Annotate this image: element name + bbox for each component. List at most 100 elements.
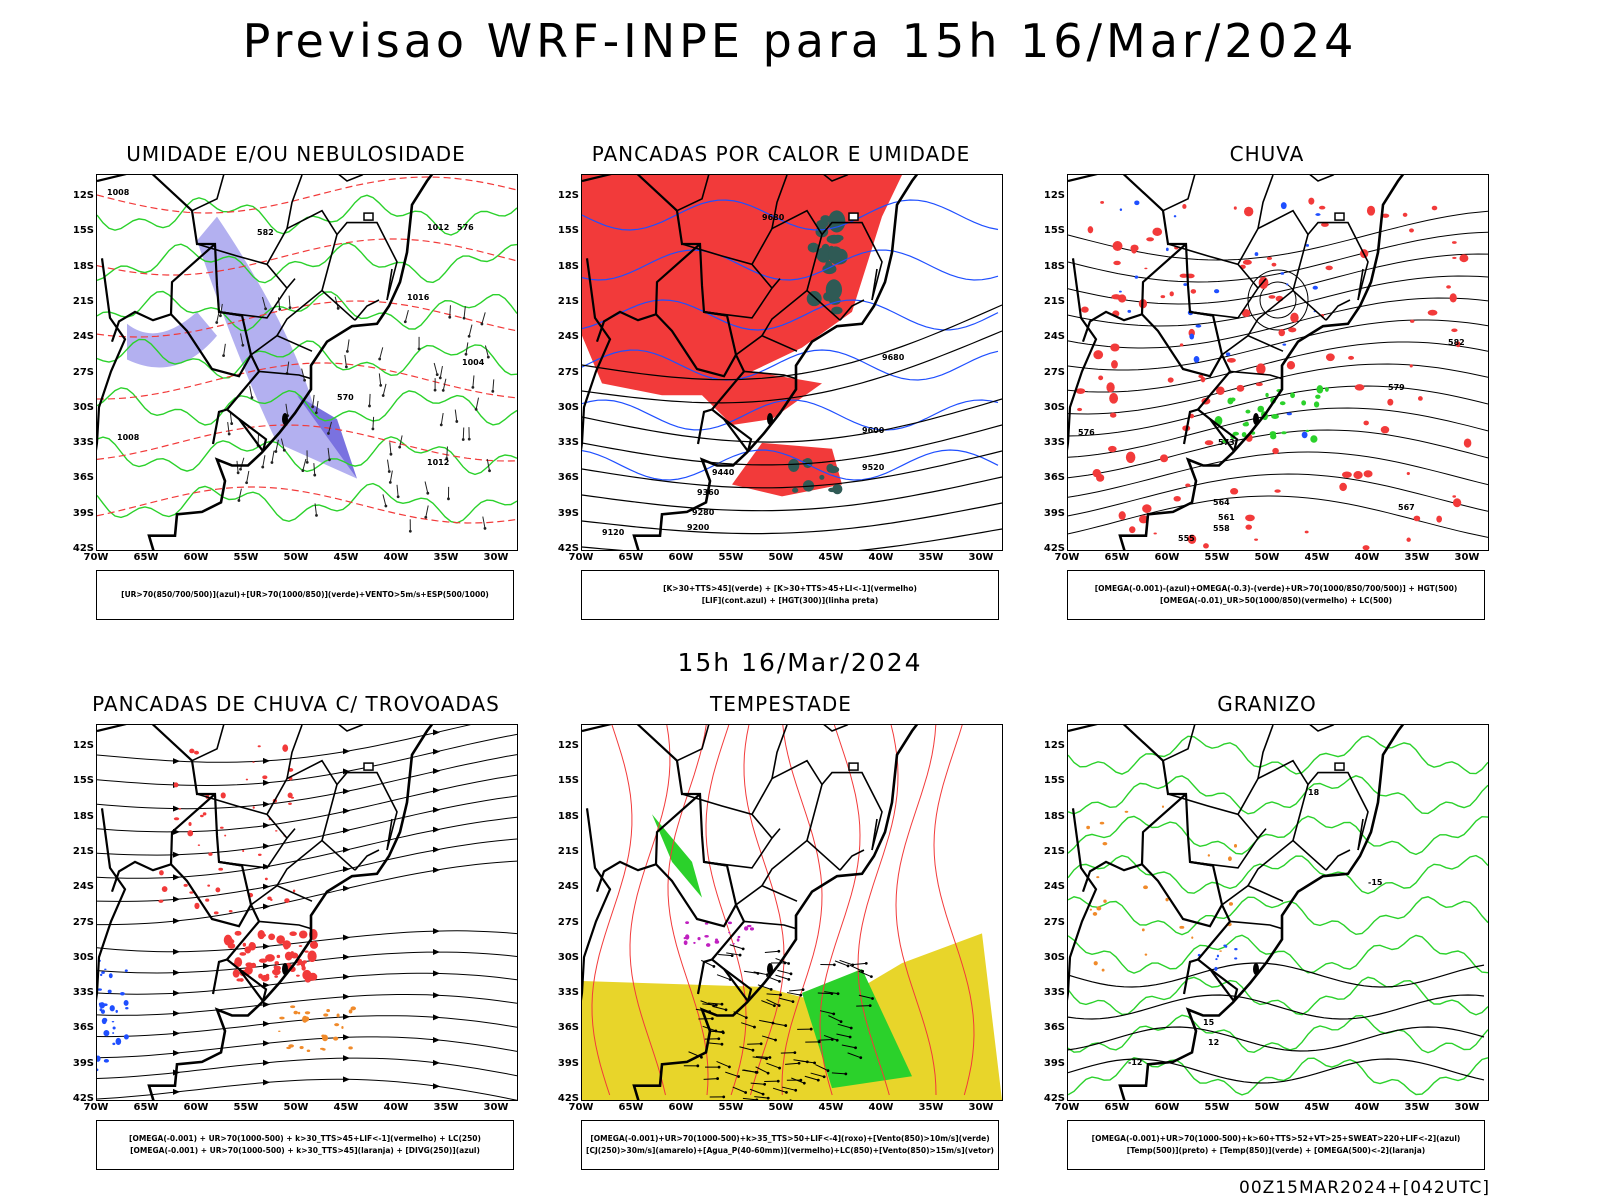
flow-arrow	[263, 1079, 270, 1086]
lat-tick-label: 42S	[557, 543, 579, 554]
lon-tick-label: 65W	[1104, 552, 1130, 563]
lat-tick-label: 24S	[557, 881, 579, 893]
humidity-lowlevel-contour	[97, 242, 517, 284]
severe-storm-area	[683, 921, 755, 947]
lon-tick-label: 60W	[668, 1102, 694, 1113]
country-border	[655, 863, 737, 928]
flow-arrow	[263, 943, 270, 950]
state-border	[1257, 725, 1274, 779]
geopotential-contour	[582, 528, 1002, 550]
streamline	[97, 816, 517, 879]
contour-label: 15	[1203, 1018, 1215, 1027]
streamline	[97, 994, 517, 1016]
streamline	[97, 1057, 517, 1079]
lon-tick-label: 30W	[1454, 552, 1480, 563]
lat-tick-label: 27S	[72, 916, 94, 928]
map-boundaries	[582, 175, 919, 550]
state-border	[218, 278, 296, 319]
lat-tick-label: 30S	[72, 401, 94, 413]
flow-arrow	[433, 1036, 440, 1043]
contour-label: 576	[457, 223, 474, 232]
country-border	[595, 243, 701, 343]
map-boundaries	[97, 725, 434, 1100]
lifted-index-contour	[582, 349, 999, 381]
panel-title: CHUVA	[1229, 142, 1305, 166]
map-area: 1008 1012 1016 1004 1008 1012 576 570 582	[96, 174, 518, 551]
reservoir	[363, 762, 374, 771]
state-border	[191, 175, 225, 212]
lon-tick-label: 35W	[918, 1102, 944, 1113]
flow-arrow	[343, 993, 350, 1000]
legend-line: [OMEGA(-0.01)_UR>50(1000/850)(vermelho) …	[1159, 596, 1393, 605]
state-border	[1307, 221, 1369, 301]
lat-tick-label: 21S	[557, 845, 579, 857]
flow-arrow	[433, 1083, 440, 1090]
lat-tick-label: 33S	[1043, 987, 1065, 999]
flow-arrow	[343, 866, 350, 873]
lat-tick-label: 18S	[557, 810, 579, 822]
lon-tick-label: 45W	[1304, 552, 1330, 563]
panel-chuva: CHUVA 12S 15S 18S 21S 24S 27S 30S 33S 36S 39S 42S 70…	[1017, 142, 1517, 620]
lagoon	[282, 963, 288, 976]
state-border	[743, 920, 797, 930]
state-border	[266, 759, 338, 841]
panel-title: TEMPESTADE	[710, 692, 852, 716]
lat-tick-label: 18S	[72, 260, 94, 272]
flow-arrow	[263, 1040, 270, 1047]
precipitable-water-contour	[743, 725, 785, 1096]
precipitable-water-contour	[857, 725, 899, 1096]
lat-tick-label: 39S	[557, 507, 579, 519]
panel-title: UMIDADE E/OU NEBULOSIDADE	[126, 142, 466, 166]
geopotential-contour	[582, 476, 1002, 512]
flow-arrow	[433, 970, 440, 977]
coastline	[1118, 175, 1405, 550]
state-border	[761, 289, 841, 337]
state-border	[1221, 334, 1284, 356]
state-border	[1229, 370, 1283, 380]
flow-arrow	[433, 767, 440, 774]
legend-line: [CJ(250)>30m/s](amarelo)+[Agua_P(40-60mm…	[586, 1146, 994, 1155]
country-border	[170, 313, 252, 378]
lat-tick-label: 36S	[1043, 1022, 1065, 1034]
lifted-index-contour	[582, 199, 999, 231]
contour-label: 9120	[602, 528, 625, 537]
lon-tick-label: 65W	[618, 552, 644, 563]
lat-tick-label: 33S	[557, 987, 579, 999]
lon-tick-label: 50W	[768, 1102, 794, 1113]
temp-850-contour	[1068, 1014, 1488, 1054]
lon-tick-label: 40W	[1354, 1102, 1380, 1113]
lat-tick-label: 18S	[1043, 810, 1065, 822]
lon-tick-label: 35W	[1404, 552, 1430, 563]
state-border	[286, 175, 303, 229]
country-border	[582, 725, 749, 1002]
lon-tick-label: 45W	[333, 1102, 359, 1113]
reservoir	[1334, 212, 1345, 221]
state-border	[386, 818, 393, 851]
legend-line: [OMEGA(-0.001) + UR>70(1000-500) + k>30_…	[130, 1146, 480, 1155]
flow-arrow	[343, 807, 350, 814]
streamline	[97, 795, 517, 856]
state-border	[191, 725, 225, 762]
country-border	[110, 243, 216, 343]
lat-tick-label: 15S	[72, 225, 94, 237]
panel-title: GRANIZO	[1217, 692, 1317, 716]
valid-time-subtitle: 15h 16/Mar/2024	[677, 648, 923, 677]
lon-tick-label: 35W	[1404, 1102, 1430, 1113]
country-border	[1182, 408, 1199, 445]
lat-tick-label: 12S	[557, 740, 579, 751]
lat-tick-label: 12S	[1043, 740, 1065, 751]
lat-tick-label: 24S	[72, 331, 94, 343]
state-border	[338, 175, 364, 182]
state-border	[681, 793, 773, 839]
height-500-contour	[1068, 231, 1488, 283]
lon-tick-label: 70W	[1054, 552, 1080, 563]
panel-legend: [K>30+TTS>45](verde) + [K>30+TTS>45+LI<-…	[581, 570, 999, 620]
instability-area-south	[732, 442, 842, 497]
precipitable-water-contour	[629, 725, 671, 1096]
flow-arrow	[263, 982, 270, 989]
divergence-area	[97, 959, 129, 1072]
lat-tick-label: 39S	[1043, 1057, 1065, 1069]
lat-tick-label: 24S	[72, 881, 94, 893]
state-border	[676, 175, 710, 212]
lon-tick-label: 35W	[433, 1102, 459, 1113]
